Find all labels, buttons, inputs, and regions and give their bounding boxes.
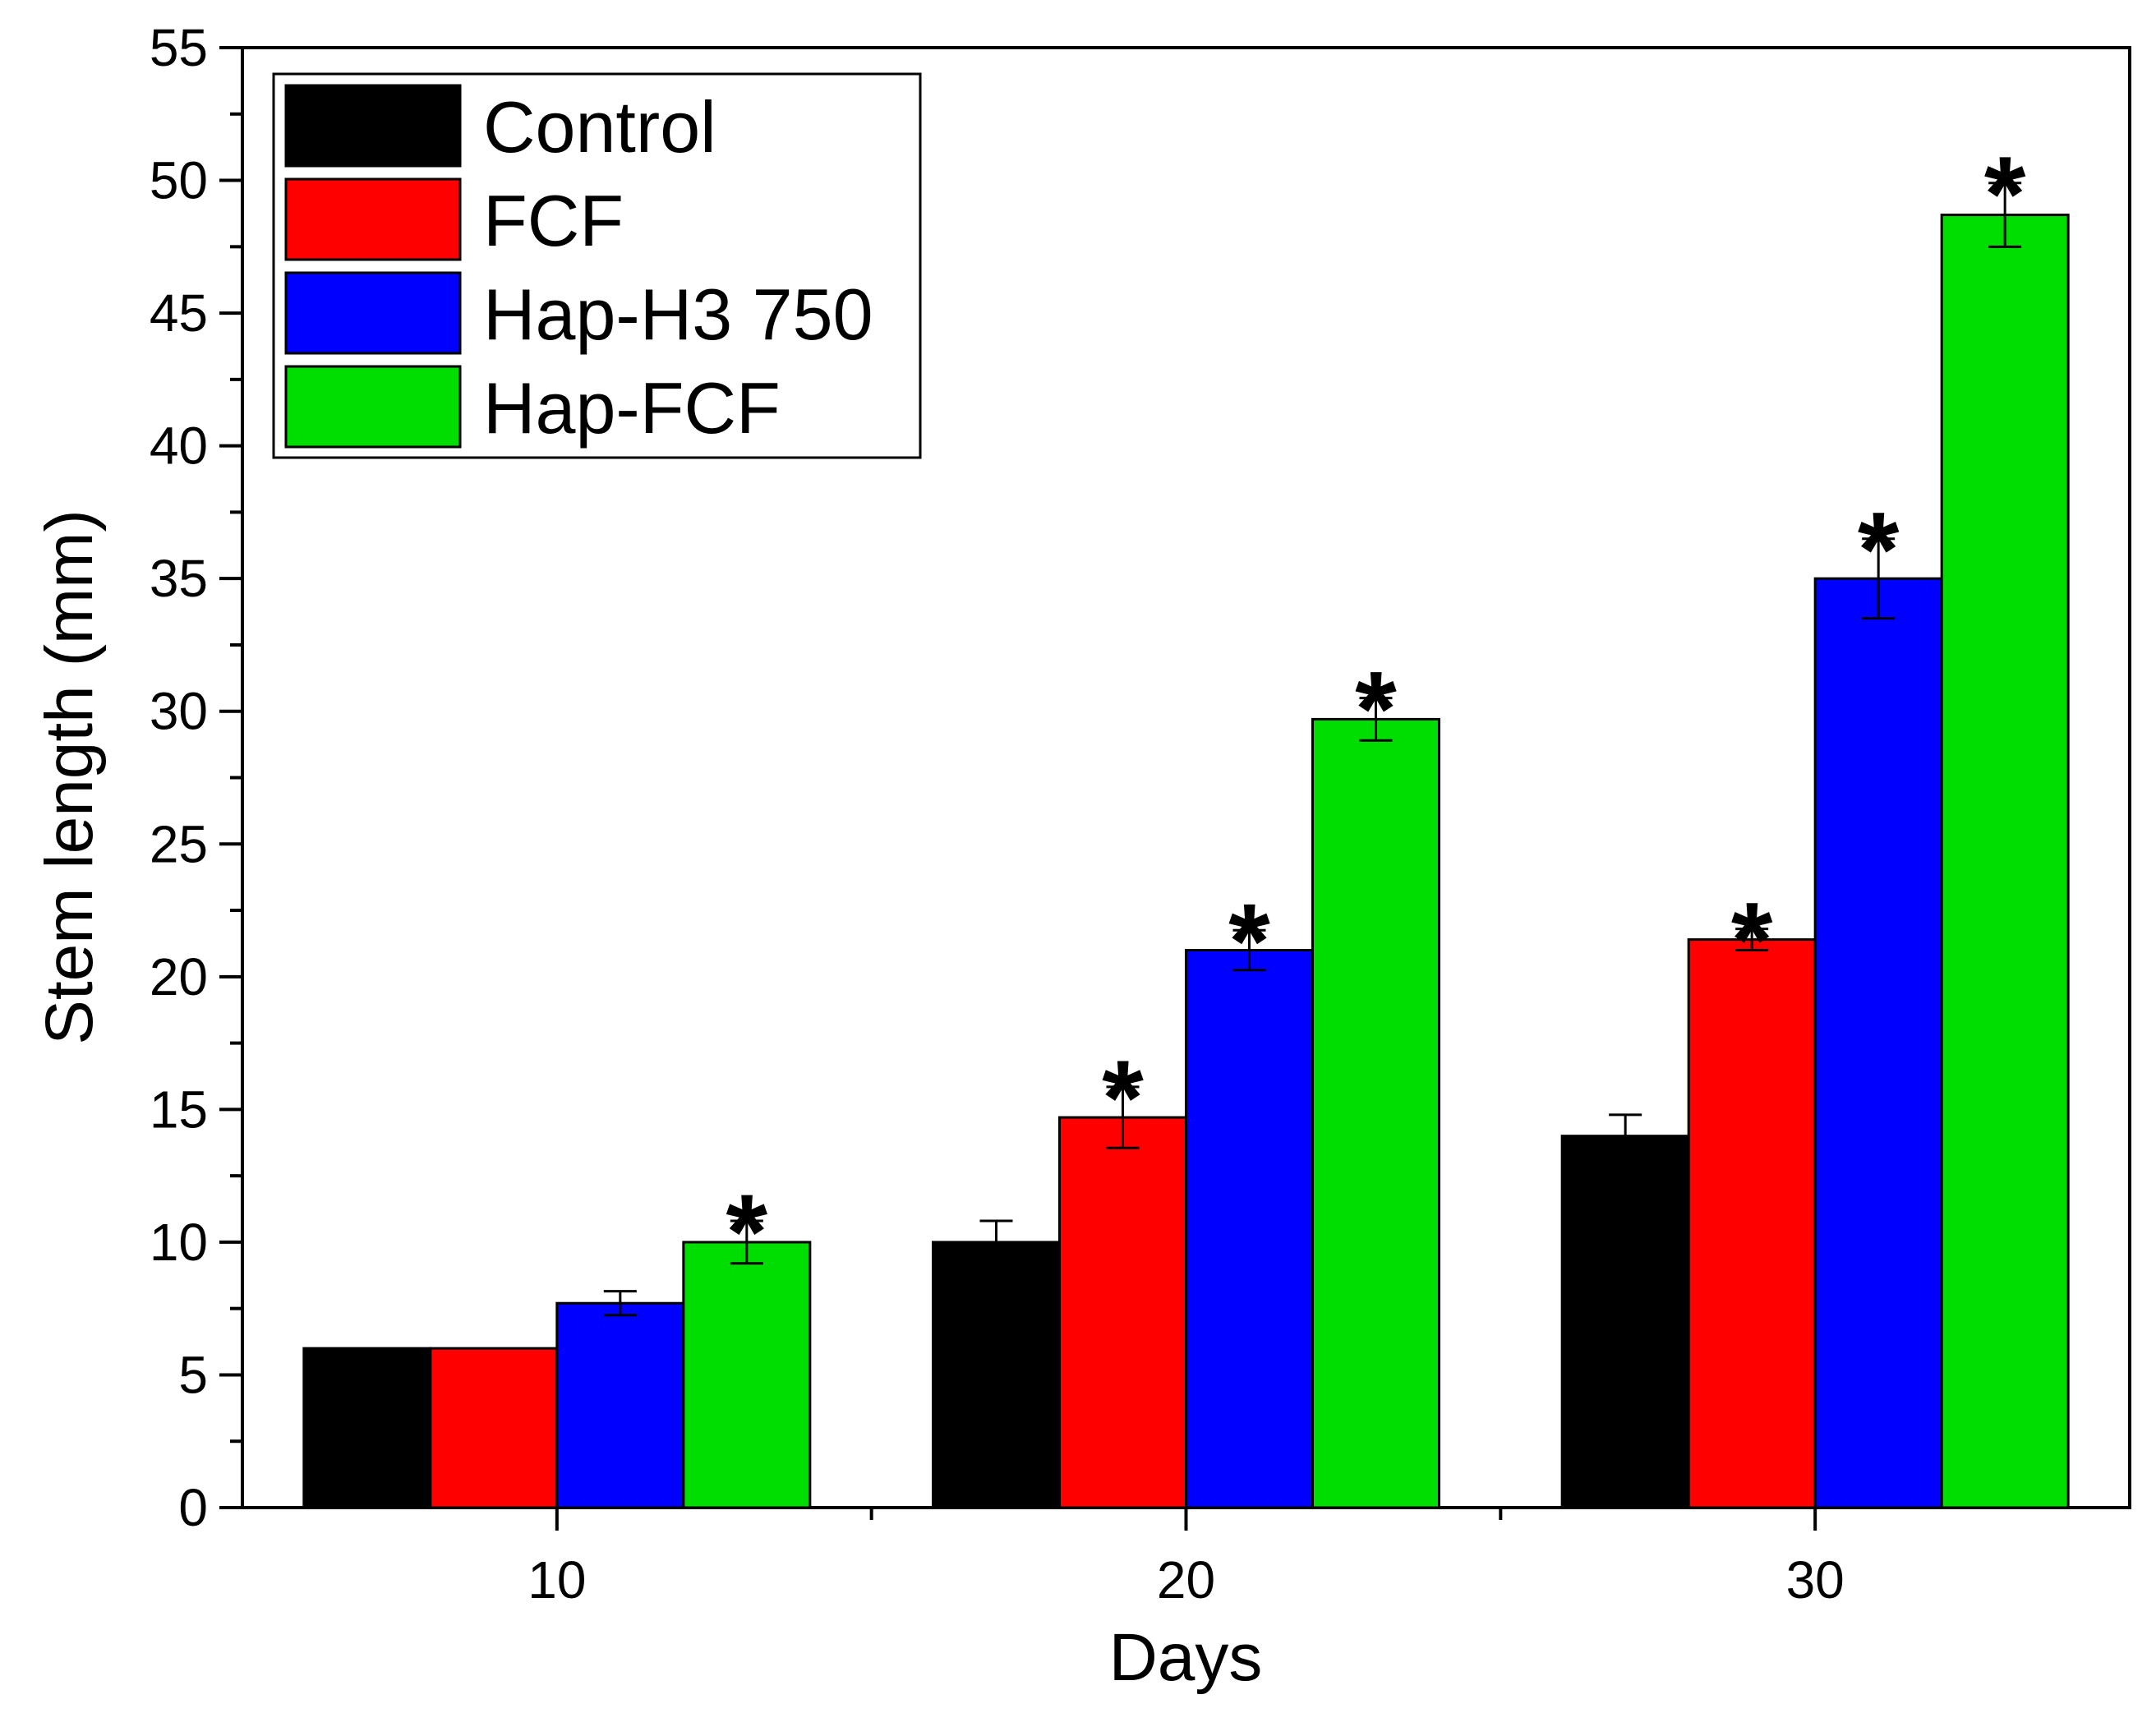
bar-control-day-30 xyxy=(1560,1135,1690,1509)
y-tick-label: 35 xyxy=(150,549,208,608)
y-tick-label: 20 xyxy=(150,947,208,1006)
y-tick-label: 5 xyxy=(178,1345,208,1404)
legend-swatch-hap-fcf xyxy=(284,365,462,449)
y-tick-label: 40 xyxy=(150,417,208,476)
significance-star: * xyxy=(1858,490,1900,610)
legend-swatch-hap-h3-750 xyxy=(284,271,462,355)
significance-star: * xyxy=(1102,1038,1144,1158)
x-axis-title: Days xyxy=(1109,1620,1263,1695)
bar-hap-fcf-day-30 xyxy=(1940,214,2070,1509)
x-axis: 10 20 30 xyxy=(527,1508,1845,1609)
bar-series-group: * * * * * * * xyxy=(302,134,2070,1509)
legend-label: Hap-H3 750 xyxy=(483,274,873,355)
bar-fcf-day-10 xyxy=(429,1347,559,1509)
y-tick-label: 0 xyxy=(178,1478,208,1537)
bar-hap-h3-750-day-30 xyxy=(1813,577,1943,1509)
x-tick-label: 20 xyxy=(1157,1550,1215,1609)
legend-label: Hap-FCF xyxy=(483,367,781,449)
y-axis-title: Stem length (mm) xyxy=(32,509,107,1045)
legend-label: Control xyxy=(483,86,716,168)
legend-swatch-control xyxy=(284,84,462,168)
bar-control-day-20 xyxy=(932,1241,1061,1509)
bar-fcf-day-20 xyxy=(1058,1116,1187,1509)
legend-swatch-fcf xyxy=(284,177,462,261)
bar-fcf-day-30 xyxy=(1687,938,1817,1509)
bar-hap-h3-750-day-10 xyxy=(555,1301,685,1509)
significance-star: * xyxy=(1355,649,1397,769)
x-tick-label: 10 xyxy=(527,1550,586,1609)
y-tick-label: 50 xyxy=(150,151,208,210)
y-axis: 0 5 10 15 20 25 30 35 40 45 50 55 xyxy=(150,18,242,1537)
bar-hap-h3-750-day-20 xyxy=(1185,949,1314,1509)
bar-hap-fcf-day-10 xyxy=(682,1241,812,1509)
bar-control-day-10 xyxy=(302,1347,432,1509)
significance-star: * xyxy=(1984,134,2026,254)
significance-star: * xyxy=(726,1172,768,1292)
y-tick-label: 25 xyxy=(150,814,208,873)
y-tick-label: 15 xyxy=(150,1080,208,1139)
y-tick-label: 45 xyxy=(150,283,208,343)
x-tick-label: 30 xyxy=(1786,1550,1845,1609)
legend-label: FCF xyxy=(483,180,624,261)
significance-star: * xyxy=(1731,880,1773,1000)
bar-hap-fcf-day-20 xyxy=(1311,717,1440,1509)
significance-star: * xyxy=(1228,881,1270,1001)
y-tick-label: 30 xyxy=(150,682,208,741)
y-tick-label: 10 xyxy=(150,1213,208,1272)
legend: Control FCF Hap-H3 750 Hap-FCF xyxy=(272,72,922,459)
y-tick-label: 55 xyxy=(150,18,208,77)
